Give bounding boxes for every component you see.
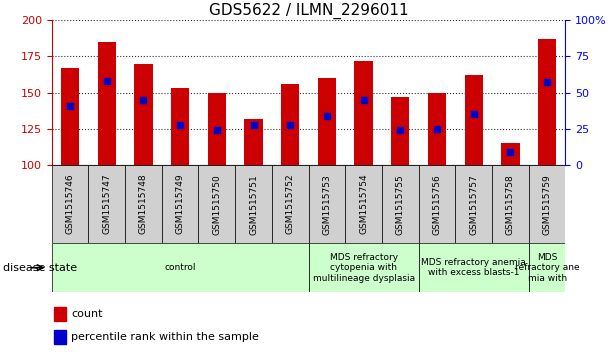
Bar (198, 165, 235, 243)
Text: GSM1515746: GSM1515746 (66, 174, 75, 234)
Text: GSM1515752: GSM1515752 (286, 174, 295, 234)
Bar (391, 97, 409, 165)
Bar (318, 78, 336, 165)
Bar (465, 75, 483, 165)
Bar (125, 165, 162, 243)
Bar (88, 165, 125, 243)
Bar (354, 61, 373, 165)
Text: control: control (164, 263, 196, 272)
Bar (308, 165, 345, 243)
Title: GDS5622 / ILMN_2296011: GDS5622 / ILMN_2296011 (209, 3, 409, 19)
Bar (455, 165, 492, 243)
Bar (501, 143, 520, 165)
Bar (428, 93, 446, 165)
Text: GSM1515759: GSM1515759 (542, 174, 551, 234)
Bar (244, 119, 263, 165)
Bar (235, 165, 272, 243)
Text: GSM1515747: GSM1515747 (102, 174, 111, 234)
Text: GSM1515758: GSM1515758 (506, 174, 515, 234)
Text: disease state: disease state (3, 263, 77, 273)
Bar (272, 165, 308, 243)
Bar (308, 243, 419, 292)
Text: GSM1515749: GSM1515749 (176, 174, 185, 234)
Bar (419, 243, 529, 292)
Bar (171, 88, 189, 165)
Bar (52, 243, 308, 292)
Text: GSM1515757: GSM1515757 (469, 174, 478, 234)
Bar (61, 68, 79, 165)
Bar (529, 243, 565, 292)
Text: GSM1515751: GSM1515751 (249, 174, 258, 234)
Text: count: count (71, 309, 102, 319)
Bar (54, 307, 66, 321)
Bar (492, 165, 529, 243)
Text: MDS refractory anemia
with excess blasts-1: MDS refractory anemia with excess blasts… (421, 258, 526, 277)
Text: GSM1515755: GSM1515755 (396, 174, 405, 234)
Text: GSM1515750: GSM1515750 (212, 174, 221, 234)
Text: percentile rank within the sample: percentile rank within the sample (71, 332, 259, 342)
Bar (419, 165, 455, 243)
Text: GSM1515753: GSM1515753 (322, 174, 331, 234)
Text: MDS
refractory ane
mia with: MDS refractory ane mia with (515, 253, 579, 283)
Text: GSM1515756: GSM1515756 (432, 174, 441, 234)
Bar (538, 39, 556, 165)
Bar (529, 165, 565, 243)
Bar (281, 84, 299, 165)
Bar (134, 64, 153, 165)
Bar (52, 165, 88, 243)
Bar (162, 165, 198, 243)
Text: MDS refractory
cytopenia with
multilineage dysplasia: MDS refractory cytopenia with multilinea… (313, 253, 415, 283)
Bar (208, 93, 226, 165)
Bar (345, 165, 382, 243)
Bar (97, 42, 116, 165)
Text: GSM1515748: GSM1515748 (139, 174, 148, 234)
Text: GSM1515754: GSM1515754 (359, 174, 368, 234)
Bar (382, 165, 419, 243)
Bar (54, 330, 66, 344)
